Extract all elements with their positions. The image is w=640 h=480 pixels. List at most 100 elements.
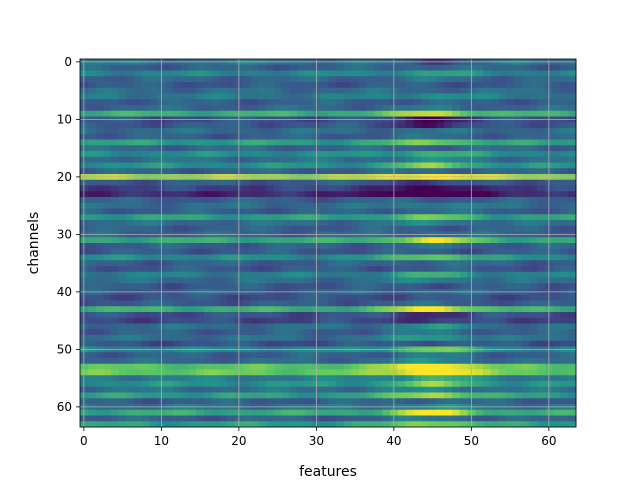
- heatmap-cell: [304, 168, 313, 175]
- heatmap-cell: [366, 168, 375, 175]
- heatmap-cell: [180, 312, 189, 319]
- heatmap-cell: [95, 82, 104, 89]
- heatmap-cell: [351, 352, 360, 359]
- heatmap-cell: [521, 329, 530, 336]
- heatmap-cell: [405, 191, 414, 198]
- heatmap-cell: [87, 133, 96, 140]
- heatmap-cell: [490, 300, 499, 307]
- heatmap-cell: [111, 185, 120, 192]
- heatmap-cell: [242, 185, 251, 192]
- heatmap-cell: [382, 185, 391, 192]
- heatmap-cell: [428, 358, 437, 365]
- heatmap-cell: [552, 191, 561, 198]
- heatmap-cell: [219, 363, 228, 370]
- heatmap-cell: [173, 317, 182, 324]
- heatmap-cell: [196, 409, 205, 416]
- heatmap-cell: [273, 300, 282, 307]
- heatmap-cell: [289, 128, 298, 135]
- heatmap-cell: [529, 386, 538, 393]
- heatmap-cell: [258, 283, 267, 290]
- heatmap-cell: [529, 156, 538, 163]
- heatmap-cell: [529, 76, 538, 83]
- heatmap-cell: [560, 415, 569, 422]
- heatmap-cell: [126, 398, 135, 405]
- heatmap-cell: [173, 76, 182, 83]
- heatmap-cell: [514, 128, 523, 135]
- heatmap-cell: [428, 105, 437, 112]
- heatmap-cell: [413, 151, 422, 158]
- heatmap-cell: [304, 225, 313, 232]
- heatmap-cell: [335, 93, 344, 100]
- heatmap-cell: [204, 214, 213, 221]
- heatmap-cell: [149, 306, 158, 313]
- heatmap-cell: [529, 409, 538, 416]
- heatmap-cell: [459, 64, 468, 71]
- heatmap-cell: [320, 139, 329, 146]
- heatmap-cell: [118, 392, 127, 399]
- heatmap-cell: [118, 277, 127, 284]
- heatmap-cell: [204, 260, 213, 267]
- heatmap-cell: [459, 225, 468, 232]
- heatmap-cell: [118, 87, 127, 94]
- heatmap-cell: [552, 375, 561, 382]
- heatmap-cell: [111, 162, 120, 169]
- heatmap-cell: [568, 99, 577, 106]
- heatmap-cell: [204, 409, 213, 416]
- heatmap-cell: [103, 363, 112, 370]
- heatmap-cell: [359, 277, 368, 284]
- heatmap-cell: [335, 162, 344, 169]
- heatmap-cell: [173, 386, 182, 393]
- heatmap-cell: [343, 283, 352, 290]
- heatmap-cell: [483, 197, 492, 204]
- heatmap-cell: [498, 329, 507, 336]
- heatmap-cell: [413, 197, 422, 204]
- heatmap-cell: [173, 151, 182, 158]
- heatmap-cell: [103, 271, 112, 278]
- heatmap-cell: [421, 340, 430, 347]
- heatmap-cell: [475, 214, 484, 221]
- heatmap-cell: [351, 375, 360, 382]
- heatmap-cell: [560, 133, 569, 140]
- heatmap-cell: [320, 145, 329, 152]
- heatmap-cell: [498, 243, 507, 250]
- heatmap-cell: [95, 151, 104, 158]
- heatmap-cell: [165, 300, 174, 307]
- heatmap-cell: [568, 151, 577, 158]
- heatmap-cell: [397, 398, 406, 405]
- heatmap-cell: [134, 162, 143, 169]
- heatmap-cell: [568, 208, 577, 215]
- heatmap-cell: [227, 139, 236, 146]
- heatmap-cell: [529, 64, 538, 71]
- heatmap-cell: [382, 283, 391, 290]
- heatmap-cell: [142, 381, 151, 388]
- heatmap-cell: [219, 191, 228, 198]
- heatmap-cell: [521, 145, 530, 152]
- heatmap-cell: [514, 64, 523, 71]
- heatmap-cell: [498, 266, 507, 273]
- heatmap-cell: [204, 363, 213, 370]
- heatmap-cell: [273, 128, 282, 135]
- heatmap-cell: [397, 185, 406, 192]
- heatmap-cell: [529, 162, 538, 169]
- heatmap-cell: [490, 254, 499, 261]
- heatmap-cell: [266, 145, 275, 152]
- heatmap-cell: [490, 260, 499, 267]
- heatmap-cell: [514, 87, 523, 94]
- heatmap-cell: [568, 133, 577, 140]
- heatmap-cell: [374, 220, 383, 227]
- heatmap-cell: [335, 76, 344, 83]
- heatmap-cell: [421, 202, 430, 209]
- heatmap-cell: [320, 99, 329, 106]
- heatmap-cell: [250, 421, 259, 428]
- heatmap-cell: [452, 70, 461, 77]
- heatmap-cell: [304, 220, 313, 227]
- heatmap-cell: [514, 185, 523, 192]
- heatmap-cell: [211, 248, 220, 255]
- heatmap-cell: [560, 191, 569, 198]
- heatmap-cell: [304, 70, 313, 77]
- heatmap-cell: [444, 225, 453, 232]
- heatmap-cell: [413, 202, 422, 209]
- heatmap-cell: [87, 369, 96, 376]
- heatmap-cell: [374, 168, 383, 175]
- heatmap-cell: [126, 317, 135, 324]
